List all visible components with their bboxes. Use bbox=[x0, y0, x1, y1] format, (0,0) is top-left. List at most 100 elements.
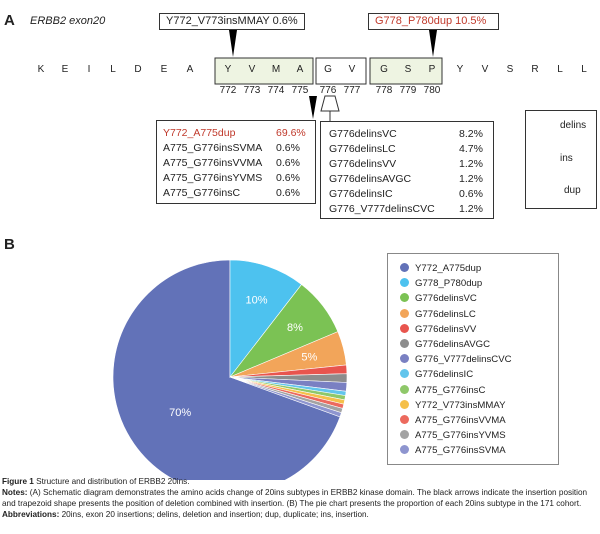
variant-name: A775_G776insSVMA bbox=[163, 142, 263, 154]
legend-swatch bbox=[400, 278, 409, 288]
legend-label: G776delinsVC bbox=[415, 293, 477, 305]
position-number: 774 bbox=[267, 85, 285, 96]
legend-swatch bbox=[400, 384, 409, 394]
amino-acid: V bbox=[348, 64, 356, 75]
caption-title-line: Figure 1 Structure and distribution of E… bbox=[2, 476, 594, 487]
legend-item: A775_G776insVVMA bbox=[400, 415, 506, 428]
position-number: 776 bbox=[319, 85, 337, 96]
legend-label: G776delinsAVGC bbox=[415, 339, 491, 350]
amino-acid: G bbox=[324, 64, 332, 75]
variant-name: G776delinsIC bbox=[329, 188, 393, 200]
insertion-box-g778-dup: G778_P780dup 10.5% bbox=[368, 13, 499, 30]
dup-box-772-775 bbox=[214, 57, 314, 85]
caption-abbr-line: Abbreviations: 20ins, exon 20 insertions… bbox=[2, 509, 594, 520]
caption-notes-label: Notes: bbox=[2, 488, 28, 497]
variant-name: Y772_A775dup bbox=[163, 127, 236, 139]
variant-pct: 69.6% bbox=[276, 127, 306, 139]
insertion-box-mmay: Y772_V773insMMAY 0.6% bbox=[159, 13, 305, 30]
variant-pct: 1.2% bbox=[459, 158, 483, 170]
variant-name: G776_V777delinsCVC bbox=[329, 203, 435, 215]
position-number: 778 bbox=[375, 85, 393, 96]
position-number: 775 bbox=[291, 85, 309, 96]
legend-item: G776delinsIC bbox=[400, 369, 473, 382]
legend-label: Y772_V773insMMAY bbox=[415, 399, 506, 411]
position-number: 780 bbox=[423, 85, 441, 96]
legend-swatch bbox=[400, 323, 409, 333]
legend-swatch bbox=[400, 354, 409, 364]
variant-pct: 0.6% bbox=[276, 187, 300, 199]
position-number: 772 bbox=[219, 85, 237, 96]
amino-acid: E bbox=[61, 64, 69, 75]
position-number: 779 bbox=[399, 85, 417, 96]
key-ins-label: ins bbox=[560, 153, 573, 164]
pie-legend: Y772_A775dup G778_P780dup G776delinsVC G776… bbox=[387, 253, 559, 465]
legend-label: G776_V777delinsCVC bbox=[415, 354, 512, 366]
pie-slice-y772_a775dup bbox=[112, 259, 341, 480]
key-delins-label: delins bbox=[560, 120, 587, 131]
pie-chart: 70% 10% 8% 5% bbox=[112, 259, 348, 480]
amino-acid: R bbox=[531, 64, 539, 75]
amino-acid: E bbox=[160, 64, 168, 75]
legend-item: A775_G776insC bbox=[400, 384, 485, 398]
pie-data-label: 5% bbox=[301, 352, 317, 364]
variant-name: G776delinsVC bbox=[329, 128, 397, 140]
caption-title: Structure and distribution of ERBB2 20in… bbox=[36, 477, 190, 486]
caption-notes: (A) Schematic diagram demonstrates the a… bbox=[2, 488, 588, 508]
delins-region-box bbox=[315, 57, 367, 85]
amino-acid: L bbox=[110, 64, 116, 75]
legend-label: G776delinsIC bbox=[415, 369, 474, 381]
variant-pct: 0.6% bbox=[459, 188, 483, 200]
delins-variants-box: G776delinsVC 8.2% G776delinsLC 4.7% G776… bbox=[320, 121, 494, 219]
legend-swatch bbox=[400, 308, 409, 318]
schematic-svg bbox=[214, 30, 558, 198]
amino-acid: I bbox=[87, 64, 91, 75]
amino-acid: K bbox=[37, 64, 45, 75]
gene-label: ERBB2 exon20 bbox=[30, 15, 106, 27]
shape-key-box: delins ins dup bbox=[525, 110, 597, 209]
variant-name: A775_G776insVVMA bbox=[163, 157, 263, 169]
legend-item: Y772_A775dup bbox=[400, 263, 481, 276]
variant-name: A775_G776insYVMS bbox=[163, 172, 263, 184]
insertion-variants-box: Y772_A775dup 69.6% A775_G776insSVMA 0.6%… bbox=[156, 120, 316, 204]
legend-swatch bbox=[400, 339, 409, 348]
legend-item: G776delinsLC bbox=[400, 308, 476, 322]
caption-abbr-label: Abbreviations: bbox=[2, 510, 60, 519]
legend-item: G776delinsVC bbox=[400, 293, 477, 306]
variant-name: G776delinsAVGC bbox=[329, 173, 412, 185]
legend-swatch bbox=[400, 399, 409, 409]
variant-name: A775_G776insC bbox=[163, 187, 241, 199]
amino-acid: A bbox=[186, 64, 194, 75]
caption-figure-number: Figure 1 bbox=[2, 477, 34, 486]
legend-swatch bbox=[400, 445, 409, 455]
variant-pct: 0.6% bbox=[276, 142, 300, 154]
legend-label: G776delinsLC bbox=[415, 308, 476, 320]
pie-data-label: 8% bbox=[287, 322, 303, 334]
position-number: 773 bbox=[243, 85, 261, 96]
legend-label: G776delinsVV bbox=[415, 323, 477, 335]
pie-data-label: 70% bbox=[169, 407, 191, 419]
amino-acid: L bbox=[581, 64, 587, 75]
insertion-arrow-780 bbox=[429, 30, 437, 57]
legend-item: Y772_V773insMMAY bbox=[400, 399, 506, 413]
pie-slices bbox=[112, 259, 348, 480]
insertion-arrow-775 bbox=[309, 96, 317, 119]
key-dup-label: dup bbox=[564, 185, 581, 196]
caption-notes-line: Notes: (A) Schematic diagram demonstrate… bbox=[2, 487, 594, 509]
amino-acid: D bbox=[134, 64, 142, 75]
legend-item: A775_G776insSVMA bbox=[400, 445, 506, 458]
pie-data-label: 10% bbox=[245, 294, 267, 306]
variant-pct: 1.2% bbox=[459, 203, 483, 215]
legend-label: A775_G776insSVMA bbox=[415, 445, 506, 457]
dup-box-778-780 bbox=[369, 57, 443, 85]
legend-swatch bbox=[400, 430, 409, 440]
pie-labels: 70% 10% 8% 5% bbox=[169, 294, 317, 418]
legend-swatch bbox=[400, 293, 409, 303]
legend-label: Y772_A775dup bbox=[415, 263, 482, 274]
caption-abbr: 20ins, exon 20 insertions; delins, delet… bbox=[61, 510, 369, 519]
variant-pct: 0.6% bbox=[276, 157, 300, 169]
figure-caption: Figure 1 Structure and distribution of E… bbox=[2, 476, 594, 520]
legend-item: A775_G776insYVMS bbox=[400, 430, 506, 443]
delins-trapezoid bbox=[320, 95, 340, 112]
legend-item: G776delinsVV bbox=[400, 323, 477, 337]
